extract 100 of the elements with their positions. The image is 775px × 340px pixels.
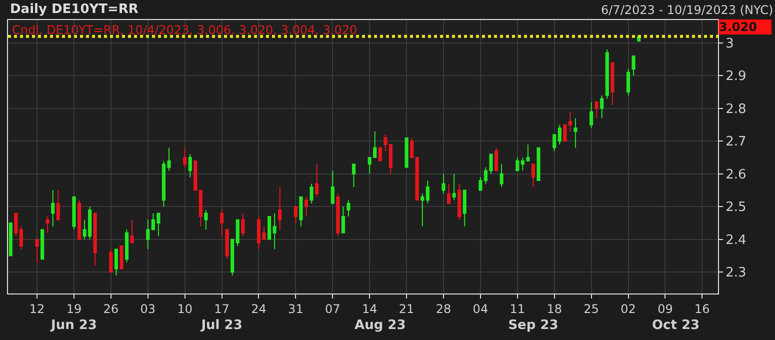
candlestick <box>590 101 594 129</box>
y-tick-label: 2.7 <box>726 134 746 150</box>
x-tick-label: 24 <box>251 302 266 316</box>
y-tick-label: 2.8 <box>726 102 746 117</box>
candlestick <box>8 222 12 256</box>
candlestick <box>294 206 298 224</box>
x-tick-label: 26 <box>103 302 119 316</box>
x2-tick-label: Jun 23 <box>50 318 97 333</box>
candlestick <box>188 154 192 178</box>
x-tick-label: 25 <box>584 302 599 316</box>
candlestick <box>56 190 60 220</box>
candlestick <box>35 238 39 263</box>
x-tick-label: 07 <box>325 302 340 316</box>
candlestick <box>563 124 567 142</box>
y-tick-label: 2.4 <box>726 232 746 248</box>
candlestick <box>346 200 350 217</box>
candlestick <box>494 147 498 172</box>
chart-subtitle: 6/7/2023 - 10/19/2023 (NYC) <box>601 3 774 17</box>
candlestick <box>610 62 614 106</box>
candlestick <box>204 209 208 230</box>
y-tick-label: 2.5 <box>726 200 746 216</box>
candlestick <box>46 216 50 234</box>
candlestick <box>230 238 234 276</box>
candlestick <box>415 157 419 201</box>
ref-line-label: 3.020 <box>719 20 757 34</box>
candlestick <box>51 190 55 227</box>
candlestick <box>568 111 572 132</box>
x-tick-label: 18 <box>546 302 562 316</box>
x2-tick-label: Oct 23 <box>652 318 700 333</box>
candlestick <box>626 68 630 96</box>
candlestick <box>130 219 134 244</box>
candlestick <box>352 164 356 188</box>
candlestick <box>558 124 562 145</box>
candlestick <box>378 147 382 162</box>
candlestick <box>109 248 113 273</box>
candlestick <box>452 173 456 201</box>
candlestick <box>458 183 462 220</box>
x-tick-label: 17 <box>214 302 230 316</box>
x-tick-label: 04 <box>472 302 488 316</box>
candlestick <box>341 206 345 234</box>
candlestick <box>552 134 556 152</box>
candlestick <box>272 212 276 250</box>
candlestick <box>299 196 303 227</box>
candlestick <box>72 196 76 230</box>
candlestick <box>194 160 198 191</box>
candlestick <box>516 157 520 172</box>
x-tick-label: 16 <box>694 302 710 316</box>
x2-tick-label: Jul 23 <box>200 318 242 333</box>
x-tick-label: 12 <box>29 302 45 316</box>
x-tick-label: 09 <box>658 302 673 316</box>
candlestick <box>420 193 424 227</box>
y-tick-label: 2.3 <box>726 266 746 281</box>
candlestick <box>146 219 150 250</box>
candlestick <box>632 56 636 76</box>
x-tick-label: 10 <box>177 302 192 316</box>
candlestick <box>426 180 430 204</box>
x-tick-label: 28 <box>436 302 452 316</box>
candlestick <box>77 200 82 240</box>
x-tick-label: 19 <box>66 302 82 316</box>
candlestick <box>236 219 240 246</box>
candlestick <box>384 134 388 152</box>
candlestick <box>268 216 272 240</box>
candlestick <box>531 164 536 188</box>
candlestick <box>605 48 609 100</box>
candlestick <box>124 229 129 263</box>
candlestick <box>241 212 245 237</box>
candlestick <box>315 164 319 198</box>
candlestick <box>278 186 282 230</box>
candlestick <box>388 144 393 174</box>
y-tick-label: 2.6 <box>726 167 746 182</box>
candlestick <box>574 118 578 148</box>
x-tick-label: 03 <box>140 302 156 316</box>
candlestick <box>446 183 451 204</box>
candlestick <box>93 212 97 266</box>
y-tick-label: 3 <box>726 36 734 52</box>
candlestick <box>14 212 18 237</box>
candlestick <box>330 170 334 204</box>
x-tick-label: 11 <box>510 302 526 316</box>
candlestick <box>462 190 466 227</box>
candlestick <box>220 209 224 237</box>
candlestick <box>536 147 540 181</box>
candlestick <box>198 190 202 227</box>
annotation: Cndl, DE10YT=RR, 10/4/2023, 3.006, 3.020, 3.004, 3.020 <box>12 23 358 37</box>
x2-tick-label: Sep 23 <box>508 318 558 333</box>
y-tick-label: 2.9 <box>726 69 746 84</box>
candlestick <box>40 229 44 260</box>
x-tick-label: 02 <box>620 302 636 316</box>
candlestick <box>600 94 604 119</box>
candlestick <box>404 137 408 168</box>
candlestick <box>336 193 340 237</box>
candlestick <box>310 183 314 204</box>
candlestick <box>114 248 118 276</box>
candlestick <box>120 245 124 270</box>
candlestick <box>183 147 187 168</box>
x-tick-label: 21 <box>398 302 414 316</box>
x2-tick-label: Aug 23 <box>354 318 406 333</box>
candlestick <box>594 101 598 119</box>
candlestick <box>410 137 414 158</box>
candlestick <box>500 164 504 188</box>
chart-title: Daily DE10YT=RR <box>10 2 138 17</box>
